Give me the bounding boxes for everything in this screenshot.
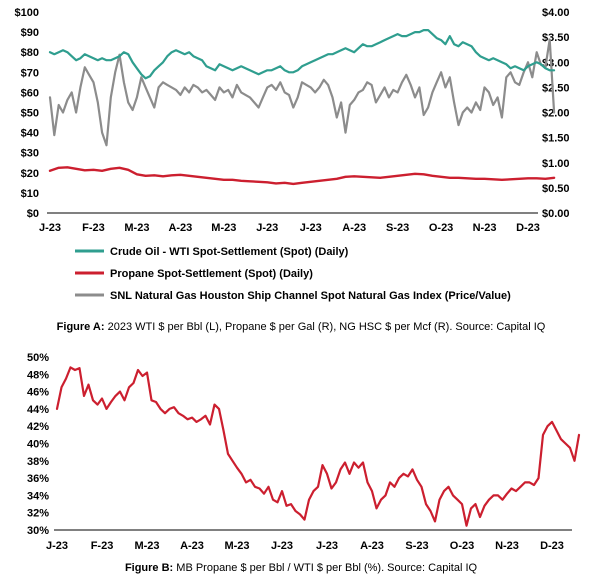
a-left-tick-label: $40 [21, 128, 39, 140]
b-left-tick-label: 30% [27, 525, 49, 537]
a-left-tick-label: $60 [21, 87, 39, 99]
a-x-tick-label: A-23 [168, 222, 192, 234]
b-x-tick-label: J-23 [316, 540, 338, 552]
a-right-tick-label: $3.50 [542, 32, 570, 44]
a-left-tick-label: $80 [21, 47, 39, 59]
figure-b-caption-text: MB Propane $ per Bbl / WTI $ per Bbl (%)… [173, 562, 477, 574]
legend-label-propane: Propane Spot-Settlement (Spot) (Daily) [110, 268, 313, 280]
chart-b: 30% 32% 34% 36% 38% 40% 42% 44% 46% 48% 50% J-23 F-… [27, 352, 581, 552]
figure-b-caption-label: Figure B: [125, 562, 173, 574]
legend-label-natgas: SNL Natural Gas Houston Ship Channel Spo… [110, 290, 511, 302]
b-left-tick-label: 34% [27, 490, 49, 502]
b-x-tick-label: M-23 [224, 540, 249, 552]
chart-a-right-axis: $0.00 $0.50 $1.00 $1.50 $2.00 $2.50 $3.00 $3.50… [542, 7, 570, 220]
a-x-tick-label: A-23 [342, 222, 366, 234]
a-right-tick-label: $3.00 [542, 57, 570, 69]
a-x-tick-label: S-23 [386, 222, 409, 234]
b-x-tick-label: F-23 [91, 540, 114, 552]
a-series-line-wti [48, 29, 556, 80]
b-left-tick-label: 46% [27, 387, 49, 399]
a-left-tick-label: $90 [21, 27, 39, 39]
chart-b-left-axis: 30% 32% 34% 36% 38% 40% 42% 44% 46% 48% 50% [27, 352, 49, 537]
chart-a-series [48, 29, 556, 186]
a-left-tick-label: $20 [21, 168, 39, 180]
a-right-tick-label: $4.00 [542, 7, 570, 19]
chart-a-left-axis: $0 $10 $20 $30 $40 $50 $60 $70 $80 $90 $100 [15, 7, 39, 220]
a-right-tick-label: $1.50 [542, 133, 570, 145]
figure-b-caption: Figure B: MB Propane $ per Bbl / WTI $ p… [125, 562, 478, 574]
b-left-tick-label: 50% [27, 352, 49, 364]
a-left-tick-label: $10 [21, 188, 39, 200]
a-x-tick-label: D-23 [516, 222, 540, 234]
a-x-tick-label: N-23 [473, 222, 497, 234]
a-right-tick-label: $2.50 [542, 82, 570, 94]
chart-a-x-axis: J-23 F-23 M-23 A-23 M-23 J-23 J-23 A-23 S-23 O-23… [39, 222, 540, 234]
b-x-tick-label: N-23 [495, 540, 519, 552]
b-x-tick-label: A-23 [180, 540, 204, 552]
a-left-tick-label: $50 [21, 108, 39, 120]
chart-b-x-axis: J-23 F-23 M-23 A-23 M-23 J-23 J-23 A-23 S-23 O-23… [46, 540, 564, 552]
figure-a-caption: Figure A: 2023 WTI $ per Bbl (L), Propan… [57, 321, 546, 333]
a-left-tick-label: $30 [21, 148, 39, 160]
chart-a: $0$10$20$30$40$50$60$70$80$90$100 $0.00$… [15, 7, 570, 234]
b-x-tick-label: O-23 [450, 540, 474, 552]
b-series-line-ratio [55, 366, 581, 527]
a-right-tick-label: $1.00 [542, 158, 570, 170]
a-x-tick-label: O-23 [429, 222, 453, 234]
b-x-tick-label: S-23 [405, 540, 428, 552]
b-left-tick-label: 44% [27, 404, 49, 416]
a-series-line-propane [48, 166, 556, 186]
a-left-tick-label: $70 [21, 67, 39, 79]
a-series-line-natgas [48, 38, 556, 147]
a-x-tick-label: M-23 [211, 222, 236, 234]
a-x-tick-label: M-23 [124, 222, 149, 234]
a-x-tick-label: F-23 [82, 222, 105, 234]
a-left-tick-label: $0 [27, 208, 39, 220]
b-left-tick-label: 42% [27, 421, 49, 433]
a-right-tick-label: $0.00 [542, 208, 570, 220]
b-left-tick-label: 38% [27, 456, 49, 468]
a-x-tick-label: J-23 [300, 222, 322, 234]
b-x-tick-label: J-23 [271, 540, 293, 552]
figure-a-caption-label: Figure A: [57, 321, 105, 333]
a-left-tick-label: $100 [15, 7, 39, 19]
a-x-tick-label: J-23 [256, 222, 278, 234]
a-right-tick-label: $0.50 [542, 183, 570, 195]
b-x-tick-label: J-23 [46, 540, 68, 552]
chart-a-legend: Crude Oil - WTI Spot-Settlement (Spot) (… [75, 246, 511, 302]
b-left-tick-label: 48% [27, 369, 49, 381]
b-left-tick-label: 32% [27, 508, 49, 520]
b-x-tick-label: D-23 [540, 540, 564, 552]
figure-a-caption-text: 2023 WTI $ per Bbl (L), Propane $ per Ga… [105, 321, 546, 333]
b-left-tick-label: 40% [27, 439, 49, 451]
a-right-tick-label: $2.00 [542, 108, 570, 120]
chart-b-series [55, 366, 581, 527]
legend-label-wti: Crude Oil - WTI Spot-Settlement (Spot) (… [110, 246, 349, 258]
b-x-tick-label: A-23 [360, 540, 384, 552]
b-left-tick-label: 36% [27, 473, 49, 485]
a-x-tick-label: J-23 [39, 222, 61, 234]
b-x-tick-label: M-23 [134, 540, 159, 552]
